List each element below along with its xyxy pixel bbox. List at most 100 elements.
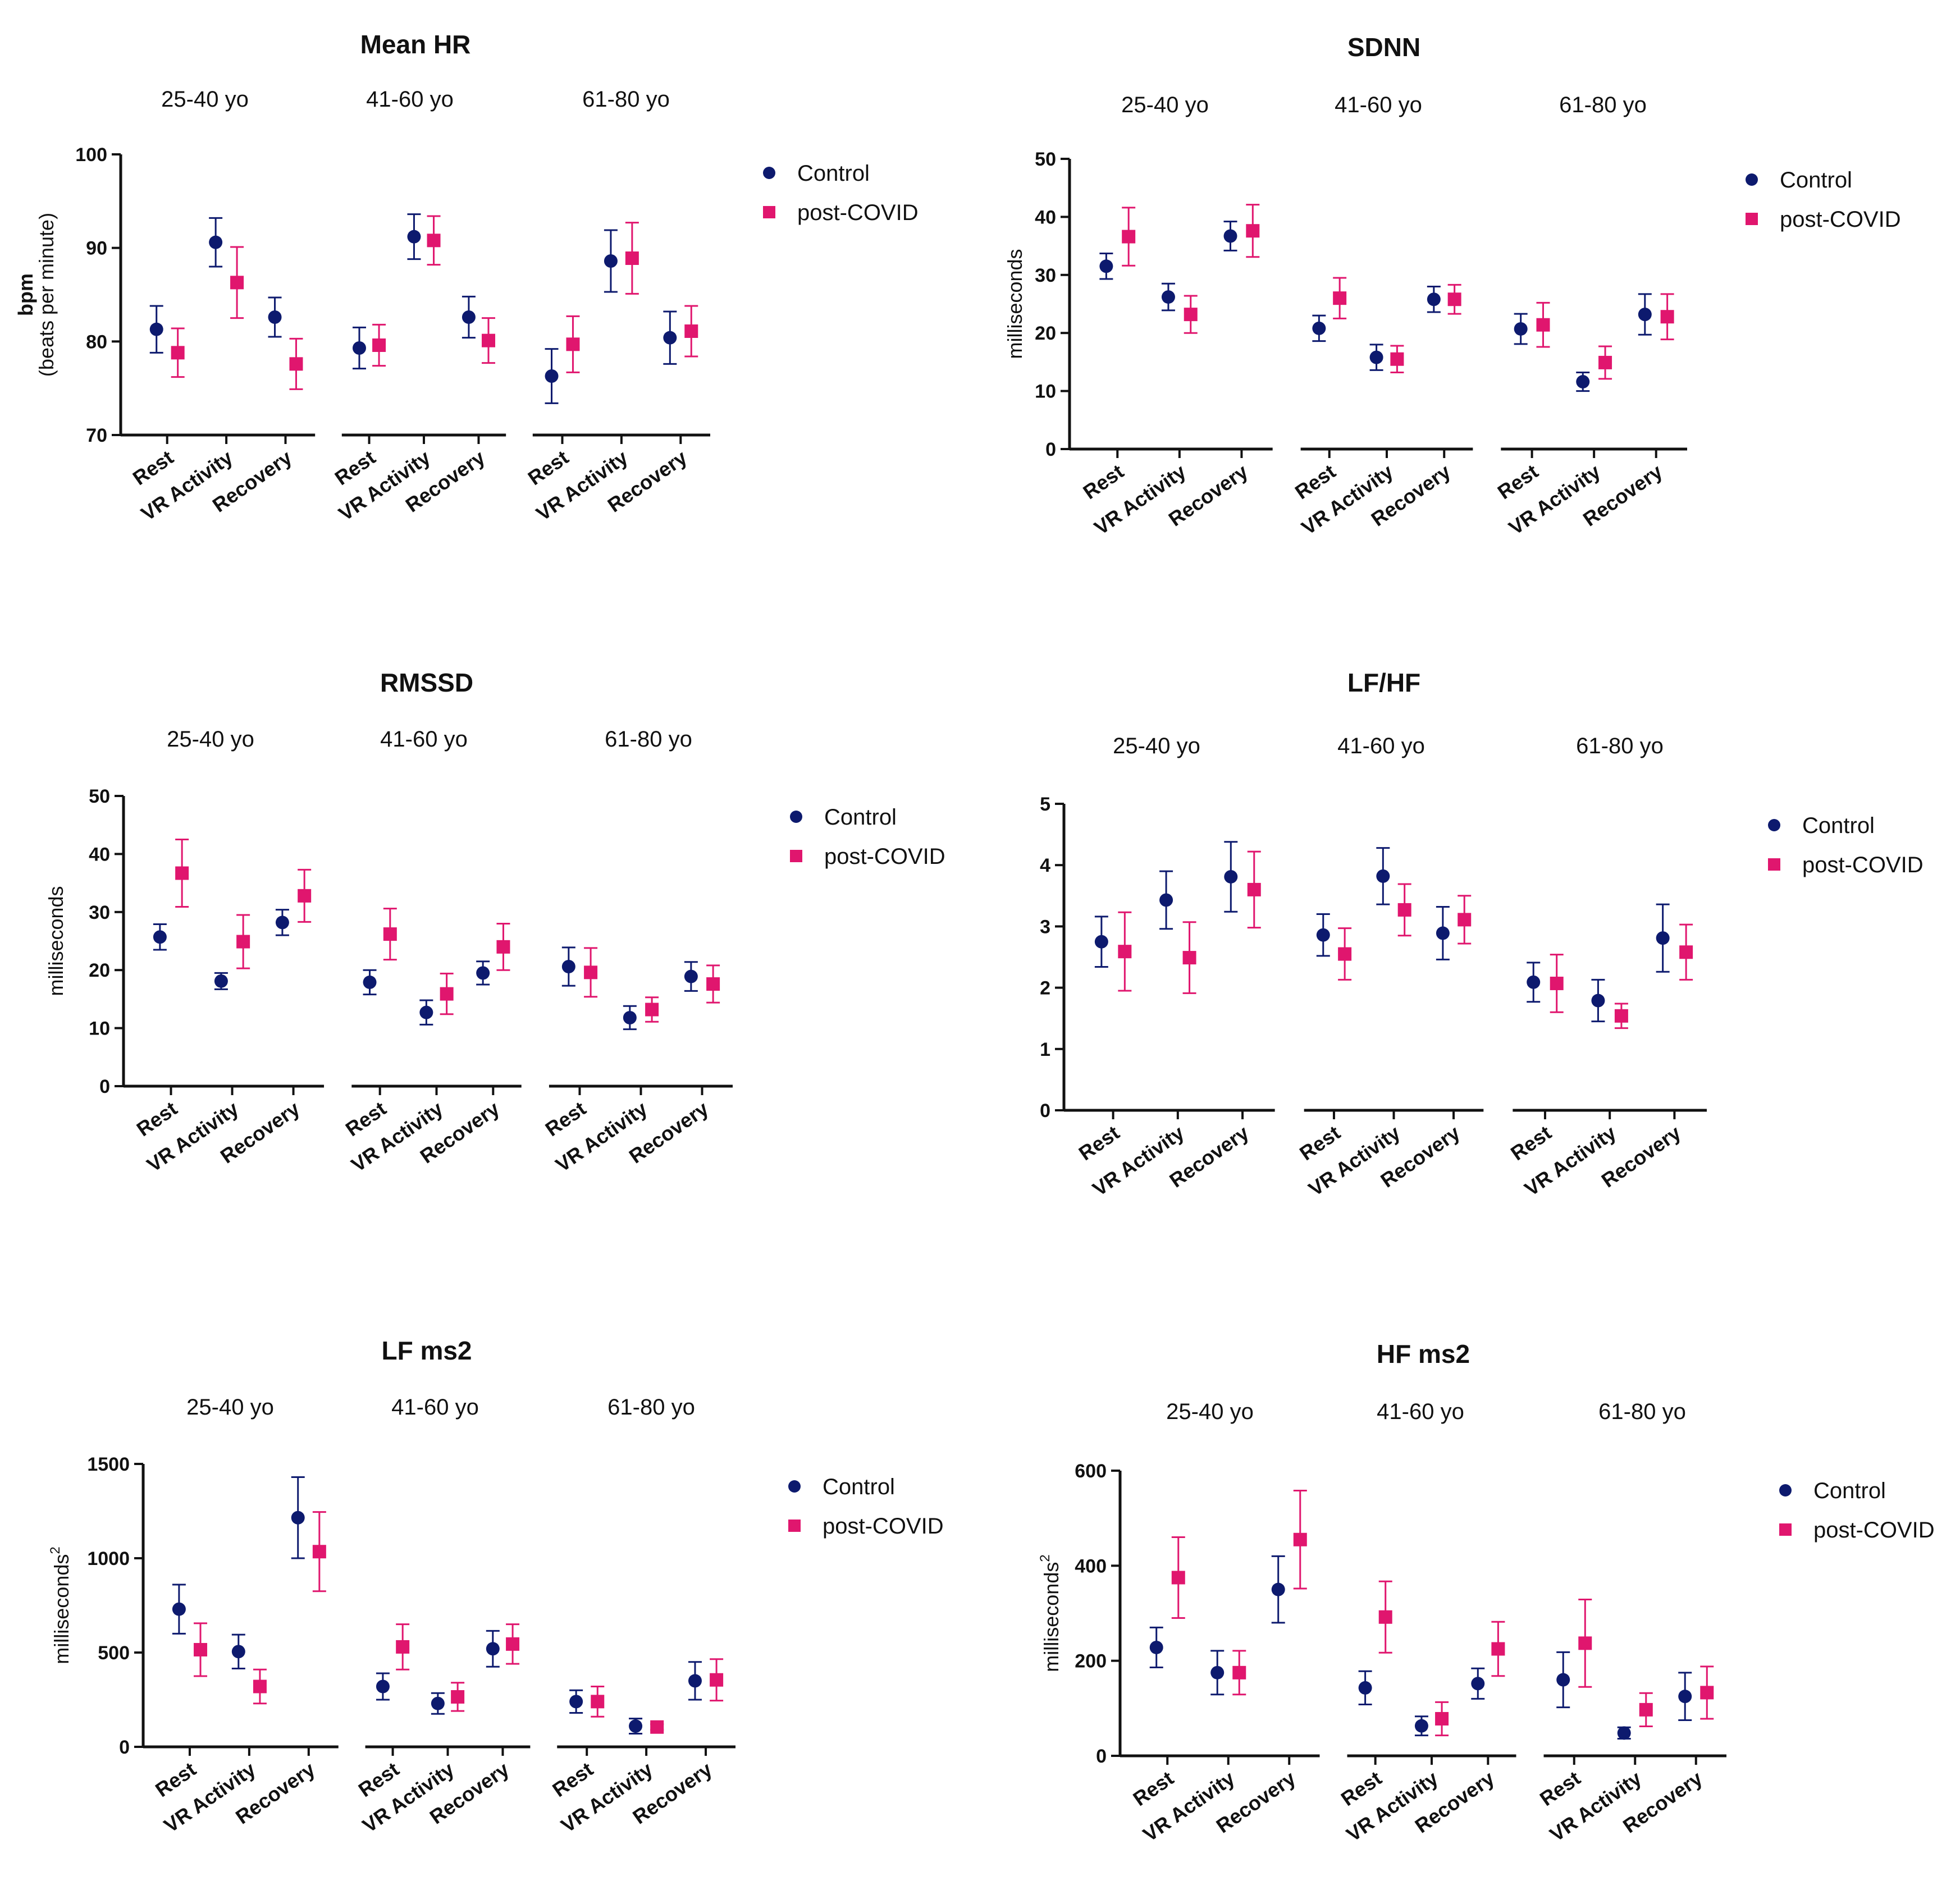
chart-sdnn: SDNN 25-40 yo 41-60 yo 61-80 yo 0 10 20 30 40 50 m… [1003, 33, 1901, 539]
legend-control-label: Control [1802, 813, 1875, 838]
x-tick-label: Rest [1536, 1766, 1584, 1810]
age-group-label: 25-40 yo [1121, 93, 1209, 117]
post-covid-point [1700, 1686, 1714, 1700]
control-point [1099, 259, 1113, 273]
y-tick-label: 90 [86, 238, 107, 259]
post-covid-point [625, 251, 639, 265]
chart-hf-ms2: HF ms2 25-40 yo 41-60 yo 61-80 yo 0 200 400 600… [1038, 1339, 1935, 1846]
control-point [569, 1695, 583, 1709]
post-covid-point [482, 333, 496, 347]
chart-title: Mean HR [360, 30, 471, 59]
control-point [214, 974, 228, 988]
control-point [1161, 290, 1175, 304]
control-point [1527, 975, 1541, 989]
control-point [291, 1511, 305, 1525]
chart-title: LF ms2 [381, 1336, 472, 1365]
legend-post-covid-label: post-COVID [823, 1514, 944, 1539]
x-tick-label: Rest [1493, 460, 1542, 504]
age-group-label: 61-80 yo [1576, 734, 1664, 758]
post-covid-point [440, 987, 454, 1001]
post-covid-point [706, 977, 720, 991]
y-tick-label: 10 [1035, 381, 1056, 402]
post-covid-point [1435, 1711, 1449, 1726]
legend-post-covid-label: post-COVID [1813, 1518, 1935, 1543]
control-point [352, 341, 366, 355]
y-tick-label: 30 [89, 902, 110, 923]
control-point [1223, 229, 1237, 243]
control-point [275, 916, 289, 930]
control-point [476, 966, 490, 980]
post-covid-point [1660, 310, 1674, 324]
post-covid-point [194, 1642, 208, 1656]
y-tick-label: 50 [1035, 149, 1056, 170]
legend-post-covid-label: post-COVID [797, 200, 919, 225]
control-point [1358, 1681, 1372, 1695]
control-point [623, 1010, 637, 1024]
control-point [1316, 928, 1330, 942]
y-axis-label-superscript: 2 [1038, 1554, 1053, 1562]
y-tick-label: 5 [1040, 794, 1050, 815]
control-point [363, 975, 377, 989]
post-covid-point [1390, 352, 1404, 366]
post-covid-point [1182, 951, 1196, 965]
post-covid-point [1118, 945, 1132, 959]
post-covid-point [650, 1720, 664, 1734]
legend-post-covid-marker [1779, 1523, 1792, 1536]
post-covid-point [1536, 318, 1550, 332]
y-tick-label: 1000 [87, 1548, 130, 1569]
control-point [688, 1674, 702, 1688]
legend-control-marker [788, 1480, 801, 1493]
control-point [1271, 1582, 1285, 1596]
control-point [1556, 1673, 1570, 1687]
control-point [1159, 893, 1173, 907]
x-tick-label: Rest [1506, 1121, 1555, 1165]
age-group-label: 61-80 yo [1559, 93, 1647, 117]
age-group-label: 41-60 yo [366, 87, 454, 112]
control-point [1376, 869, 1390, 883]
age-group-label: 25-40 yo [1113, 734, 1200, 758]
control-point [419, 1005, 433, 1019]
y-axis-label-text: bpm [14, 273, 37, 316]
post-covid-point [1333, 291, 1347, 305]
y-tick-label: 40 [1035, 207, 1056, 228]
y-tick-label: 10 [89, 1018, 110, 1040]
chart-title: HF ms2 [1377, 1339, 1470, 1369]
control-point [629, 1719, 643, 1733]
control-point [1427, 292, 1441, 306]
post-covid-point [236, 935, 250, 949]
legend: Control post-COVID [1768, 813, 1924, 877]
age-group-label: 61-80 yo [607, 1395, 695, 1420]
post-covid-point [1679, 945, 1693, 959]
control-point [376, 1679, 390, 1694]
legend-post-covid-marker [763, 206, 775, 218]
y-axis-label: milliseconds [44, 886, 67, 996]
legend-control-label: Control [1813, 1479, 1886, 1503]
x-tick-label: Rest [541, 1097, 590, 1141]
age-group-label: 61-80 yo [1598, 1399, 1686, 1424]
legend-post-covid-marker [1746, 213, 1758, 225]
age-group-label: 41-60 yo [391, 1395, 479, 1420]
chart-title: SDNN [1347, 33, 1420, 62]
y-tick-label: 1 [1040, 1039, 1050, 1060]
legend-control-label: Control [1780, 168, 1852, 193]
x-tick-label: Rest [1079, 460, 1127, 504]
y-axis-sublabel: (beats per minute) [35, 213, 58, 377]
post-covid-point [1232, 1665, 1246, 1679]
post-covid-point [289, 357, 303, 371]
y-tick-label: 20 [89, 960, 110, 981]
chart-mean-hr: Mean HR 25-40 yo 41-60 yo 61-80 yo 70 80 90 100… [14, 30, 919, 525]
post-covid-point [645, 1003, 659, 1017]
post-covid-point [171, 346, 185, 360]
y-tick-label: 100 [75, 144, 107, 166]
chart-lf-ms2: LF ms2 25-40 yo 41-60 yo 61-80 yo 0 500 1000 15… [48, 1336, 944, 1837]
control-point [1471, 1677, 1485, 1691]
post-covid-point [566, 337, 580, 351]
post-covid-point [253, 1679, 267, 1694]
control-point [209, 235, 223, 249]
post-covid-point [1550, 976, 1564, 990]
post-covid-point [1598, 355, 1612, 369]
post-covid-point [1447, 292, 1461, 306]
legend-control-label: Control [797, 161, 870, 186]
post-covid-point [1171, 1571, 1185, 1585]
